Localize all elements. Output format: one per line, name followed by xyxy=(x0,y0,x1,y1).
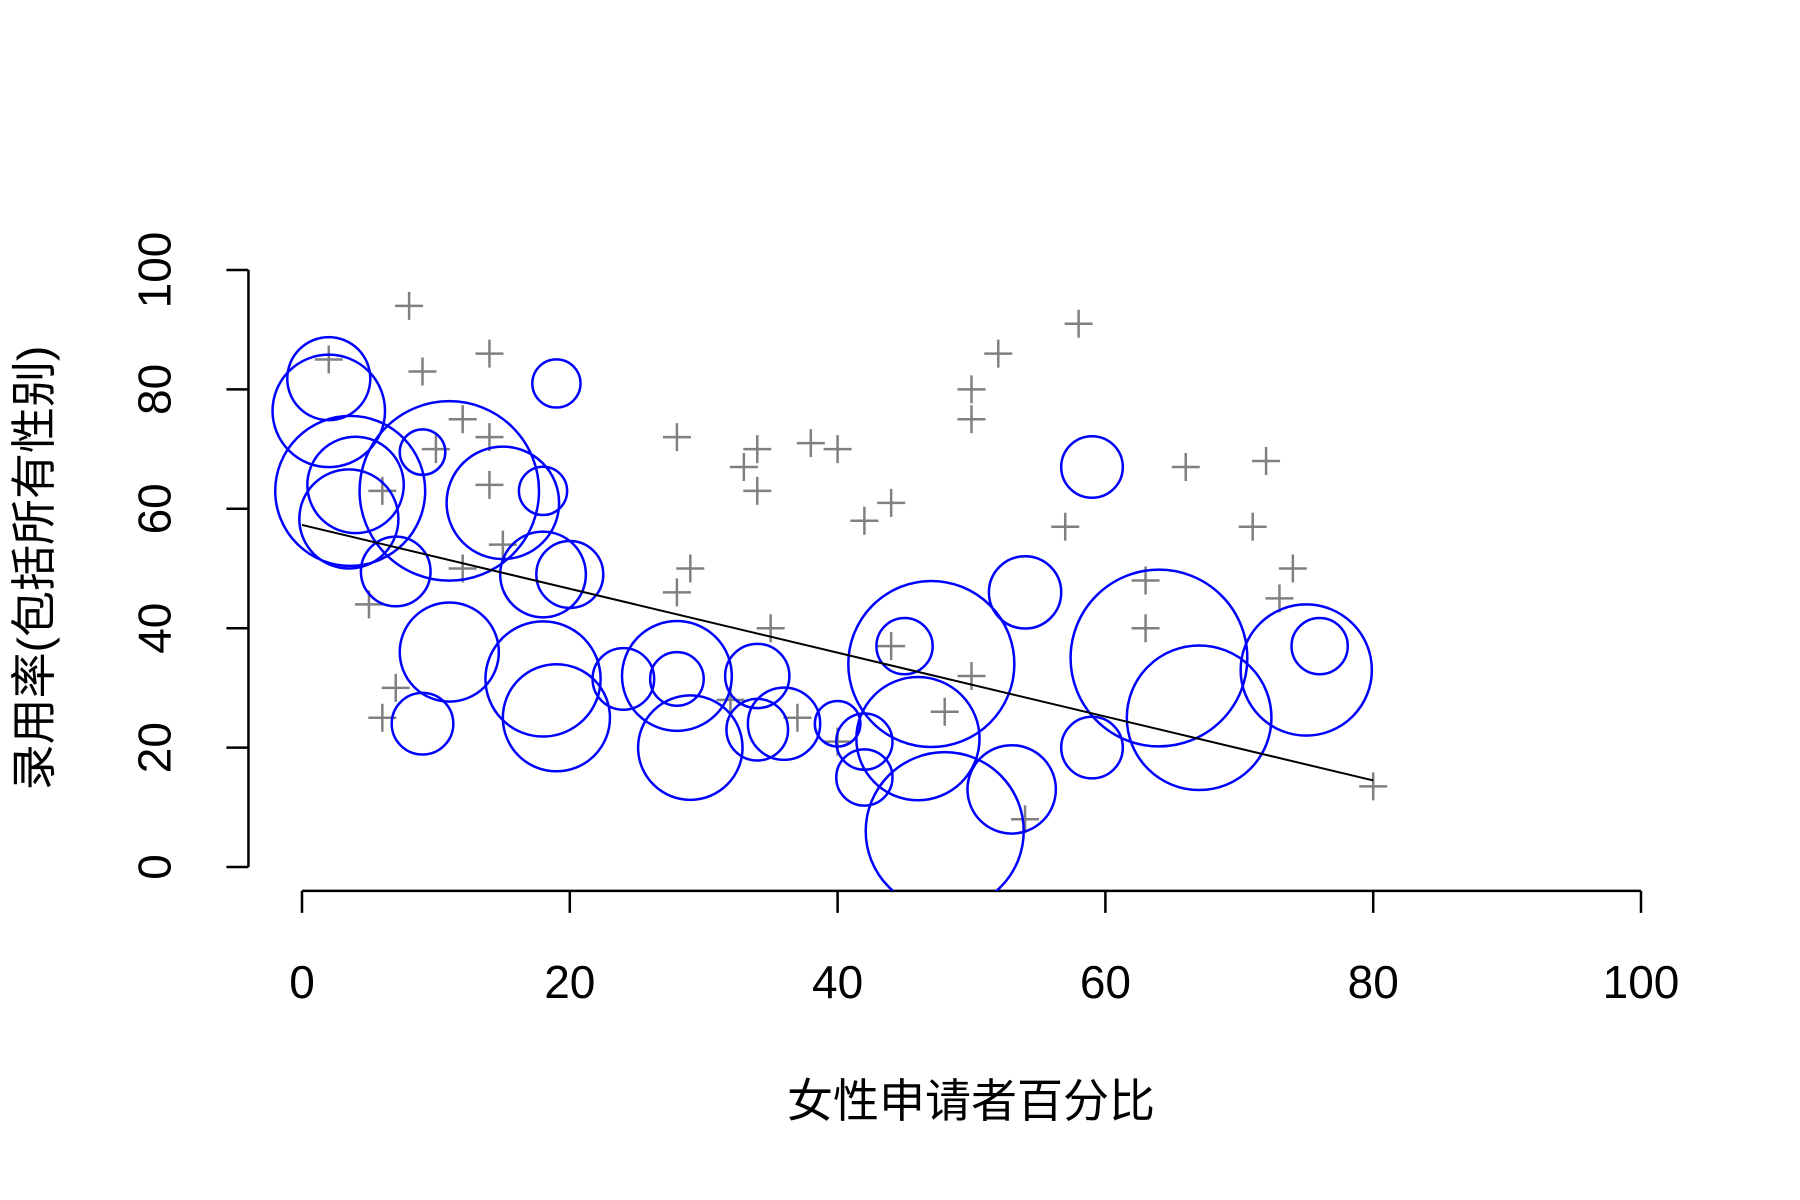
x-axis-label: 女性申请者百分比 xyxy=(787,1075,1155,1127)
cross-point xyxy=(475,470,504,499)
cross-point xyxy=(877,488,906,517)
x-tick-label: 100 xyxy=(1603,956,1680,1008)
bubble xyxy=(306,435,406,535)
bubble xyxy=(1290,616,1350,676)
bubble xyxy=(484,620,602,738)
bubble xyxy=(835,748,894,807)
cross-point xyxy=(1171,453,1200,482)
cross-point xyxy=(783,703,812,732)
bubble xyxy=(398,601,501,703)
bubble xyxy=(987,554,1063,630)
bubble xyxy=(286,335,372,422)
cross-point xyxy=(957,661,986,690)
bubble xyxy=(1069,568,1249,748)
cross-point xyxy=(729,453,758,482)
cross-point xyxy=(662,423,691,452)
cross-point xyxy=(1011,805,1040,834)
y-tick-label: 0 xyxy=(129,854,181,880)
bubble xyxy=(591,646,656,711)
cross-point xyxy=(743,476,772,505)
cross-point xyxy=(984,339,1013,368)
cross-point xyxy=(1252,447,1281,476)
bubble xyxy=(746,686,822,762)
cross-point xyxy=(314,345,343,374)
bubble xyxy=(1059,434,1125,500)
bubble xyxy=(1239,603,1374,737)
cross-point xyxy=(1278,554,1307,583)
cross-point xyxy=(395,291,424,320)
cross-point xyxy=(448,554,477,583)
cross-point xyxy=(475,339,504,368)
y-tick-label: 40 xyxy=(129,603,181,654)
bubble xyxy=(1125,644,1273,792)
bubble xyxy=(517,465,569,517)
bubble xyxy=(398,428,447,477)
cross-point xyxy=(823,435,852,464)
x-tick-label: 20 xyxy=(544,956,595,1008)
bubble xyxy=(723,642,791,710)
x-tick-label: 80 xyxy=(1348,956,1399,1008)
cross-point xyxy=(381,673,410,702)
cross-point xyxy=(1064,309,1093,338)
bubble xyxy=(966,743,1058,835)
cross-point xyxy=(957,405,986,434)
bubble xyxy=(648,650,705,707)
cross-point xyxy=(448,405,477,434)
bubble xyxy=(498,530,588,619)
cross-point xyxy=(662,578,691,607)
bubble xyxy=(636,694,744,802)
y-tick-label: 60 xyxy=(129,483,181,534)
cross-point xyxy=(930,697,959,726)
trend-line xyxy=(301,523,1374,782)
bubble xyxy=(1059,715,1125,780)
cross-point xyxy=(850,506,879,535)
cross-point xyxy=(743,435,772,464)
bubble xyxy=(531,358,582,409)
x-tick-label: 60 xyxy=(1080,956,1131,1008)
bubble xyxy=(855,675,981,802)
cross-point xyxy=(756,614,785,643)
bubble xyxy=(847,579,1016,749)
cross-point xyxy=(877,632,906,661)
cross-point xyxy=(957,375,986,404)
bubble xyxy=(271,353,387,469)
y-tick-label: 20 xyxy=(129,722,181,773)
bubble xyxy=(358,399,541,582)
cross-point xyxy=(1238,512,1267,541)
cross-point xyxy=(676,554,705,583)
bubble xyxy=(501,662,612,773)
y-axis-label: 录用率(包括所有性别) xyxy=(8,346,60,791)
cross-point xyxy=(796,429,825,458)
bubble xyxy=(298,468,400,570)
cross-point xyxy=(475,423,504,452)
y-tick-label: 100 xyxy=(129,232,181,309)
x-tick-label: 40 xyxy=(812,956,863,1008)
bubble xyxy=(620,619,734,733)
plot-area xyxy=(271,291,1388,891)
bubble xyxy=(875,616,934,676)
x-tick-label: 0 xyxy=(289,956,315,1008)
bubble xyxy=(359,535,432,608)
cross-point xyxy=(1265,584,1294,613)
bubble xyxy=(390,691,455,756)
bubble xyxy=(273,414,427,568)
cross-point xyxy=(1359,772,1388,801)
cross-point xyxy=(408,357,437,386)
bubble xyxy=(535,539,605,610)
y-tick-label: 80 xyxy=(129,364,181,415)
cross-point xyxy=(1131,614,1160,643)
cross-point xyxy=(1051,512,1080,541)
